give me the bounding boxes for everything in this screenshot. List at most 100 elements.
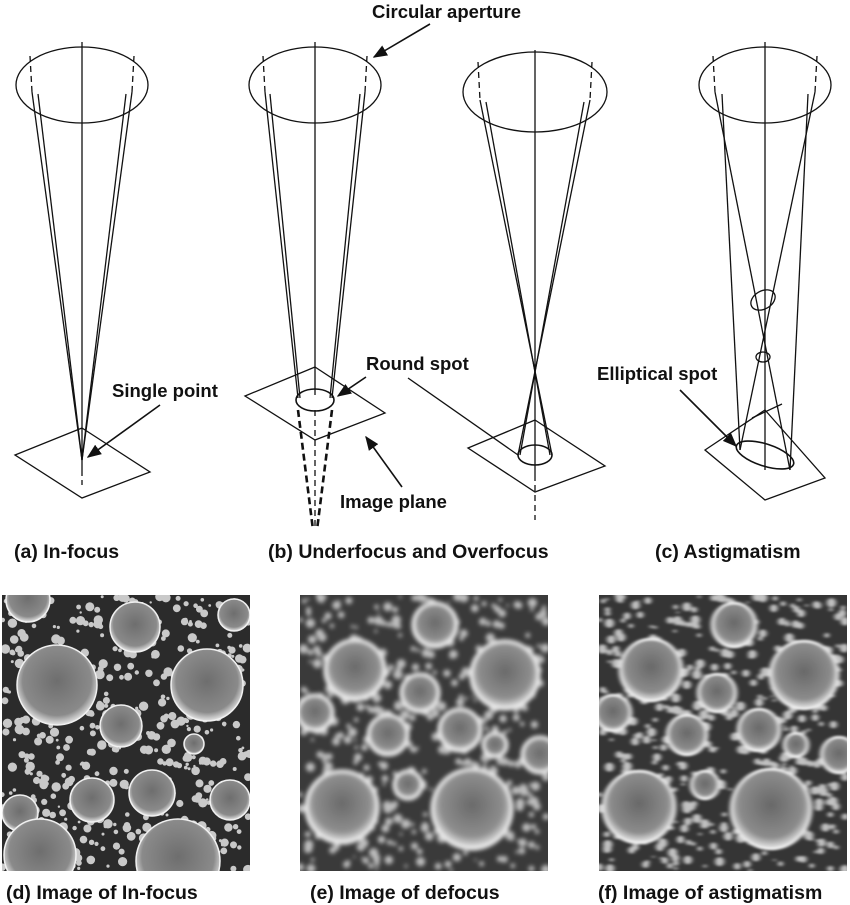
- small-particle: [498, 609, 507, 618]
- small-particle: [332, 843, 340, 851]
- small-particle: [109, 778, 118, 787]
- small-particle: [772, 698, 776, 702]
- small-particle: [715, 857, 725, 867]
- small-particle: [193, 764, 196, 768]
- small-particle: [426, 713, 434, 721]
- small-particle: [810, 786, 819, 795]
- small-particle: [540, 643, 548, 653]
- small-particle: [715, 848, 722, 855]
- in-focus-diagram: [13, 42, 152, 499]
- small-particle: [649, 625, 653, 629]
- small-particle: [720, 822, 728, 829]
- small-particle: [2, 644, 11, 654]
- small-particle: [23, 757, 29, 763]
- small-particle: [346, 723, 352, 729]
- small-particle: [693, 700, 700, 707]
- small-particle: [528, 865, 535, 871]
- small-particle: [530, 781, 541, 791]
- small-particle: [780, 765, 785, 770]
- small-particle: [770, 695, 773, 698]
- small-particle: [782, 762, 786, 766]
- small-particle: [646, 727, 657, 737]
- small-particle: [511, 786, 520, 795]
- small-particle: [328, 692, 334, 698]
- small-particle: [301, 598, 307, 604]
- small-particle: [416, 848, 423, 855]
- small-particle: [725, 713, 733, 721]
- small-particle: [421, 822, 429, 829]
- arrow-round-spot-b: [336, 376, 367, 397]
- small-particle: [186, 724, 189, 728]
- small-particle: [392, 771, 398, 777]
- small-particle: [459, 636, 464, 641]
- astigmatism-diagram: [698, 42, 832, 501]
- small-particle: [332, 600, 341, 610]
- small-particle: [238, 644, 243, 648]
- small-particle: [818, 783, 827, 793]
- small-particle: [709, 646, 715, 652]
- small-particle: [24, 768, 31, 775]
- small-particle: [541, 605, 547, 610]
- small-particle: [443, 669, 451, 677]
- small-particle: [835, 644, 840, 648]
- small-particle: [411, 595, 418, 601]
- small-particle: [96, 700, 103, 707]
- pointer-round-spot-b2: [407, 377, 519, 456]
- small-particle: [715, 648, 719, 653]
- small-particle: [605, 864, 615, 871]
- small-particle: [83, 824, 92, 833]
- small-particle: [492, 620, 501, 628]
- small-particle: [118, 857, 128, 867]
- small-particle: [818, 721, 824, 727]
- small-particle: [224, 823, 233, 832]
- small-particle: [710, 595, 717, 601]
- small-particle: [527, 792, 533, 798]
- small-particle: [410, 842, 419, 850]
- small-particle: [382, 782, 386, 786]
- small-particle: [676, 835, 685, 844]
- small-particle: [671, 705, 681, 715]
- label-circular-aperture: Circular aperture: [372, 1, 521, 22]
- small-particle: [758, 595, 768, 603]
- small-particle: [527, 598, 538, 608]
- small-particle: [61, 772, 67, 778]
- small-particle: [401, 819, 411, 829]
- small-particle: [758, 629, 767, 638]
- small-particle: [187, 621, 193, 627]
- small-particle: [743, 860, 751, 868]
- small-particle: [18, 751, 26, 759]
- small-particle: [665, 775, 672, 783]
- small-particle: [603, 848, 608, 853]
- small-particle: [29, 772, 33, 776]
- small-particle: [118, 848, 125, 855]
- small-particle: [398, 595, 402, 599]
- small-particle: [528, 811, 535, 818]
- small-particle: [685, 839, 692, 845]
- small-particle: [8, 791, 13, 795]
- small-particle: [187, 633, 197, 643]
- small-particle: [399, 832, 403, 836]
- small-particle: [242, 643, 250, 653]
- small-particle: [42, 808, 51, 817]
- small-particle: [459, 595, 469, 603]
- arrow-elliptical-spot: [679, 389, 738, 448]
- small-particle: [109, 766, 118, 776]
- small-particle: [193, 603, 198, 608]
- small-particle: [242, 751, 250, 758]
- small-particle: [496, 756, 505, 765]
- small-particle: [244, 813, 250, 820]
- small-particle: [667, 706, 671, 710]
- small-particle: [161, 629, 170, 638]
- small-particle: [464, 696, 468, 701]
- overfocus-diagram: [462, 50, 608, 520]
- small-particle: [733, 862, 741, 870]
- small-particle: [609, 738, 614, 742]
- small-particle: [172, 761, 180, 768]
- small-particle: [826, 792, 832, 798]
- small-particle: [783, 724, 786, 728]
- small-particle: [660, 857, 663, 860]
- small-particle: [385, 817, 393, 826]
- small-particle: [636, 732, 643, 739]
- small-particle: [742, 669, 750, 677]
- small-particle: [77, 820, 81, 824]
